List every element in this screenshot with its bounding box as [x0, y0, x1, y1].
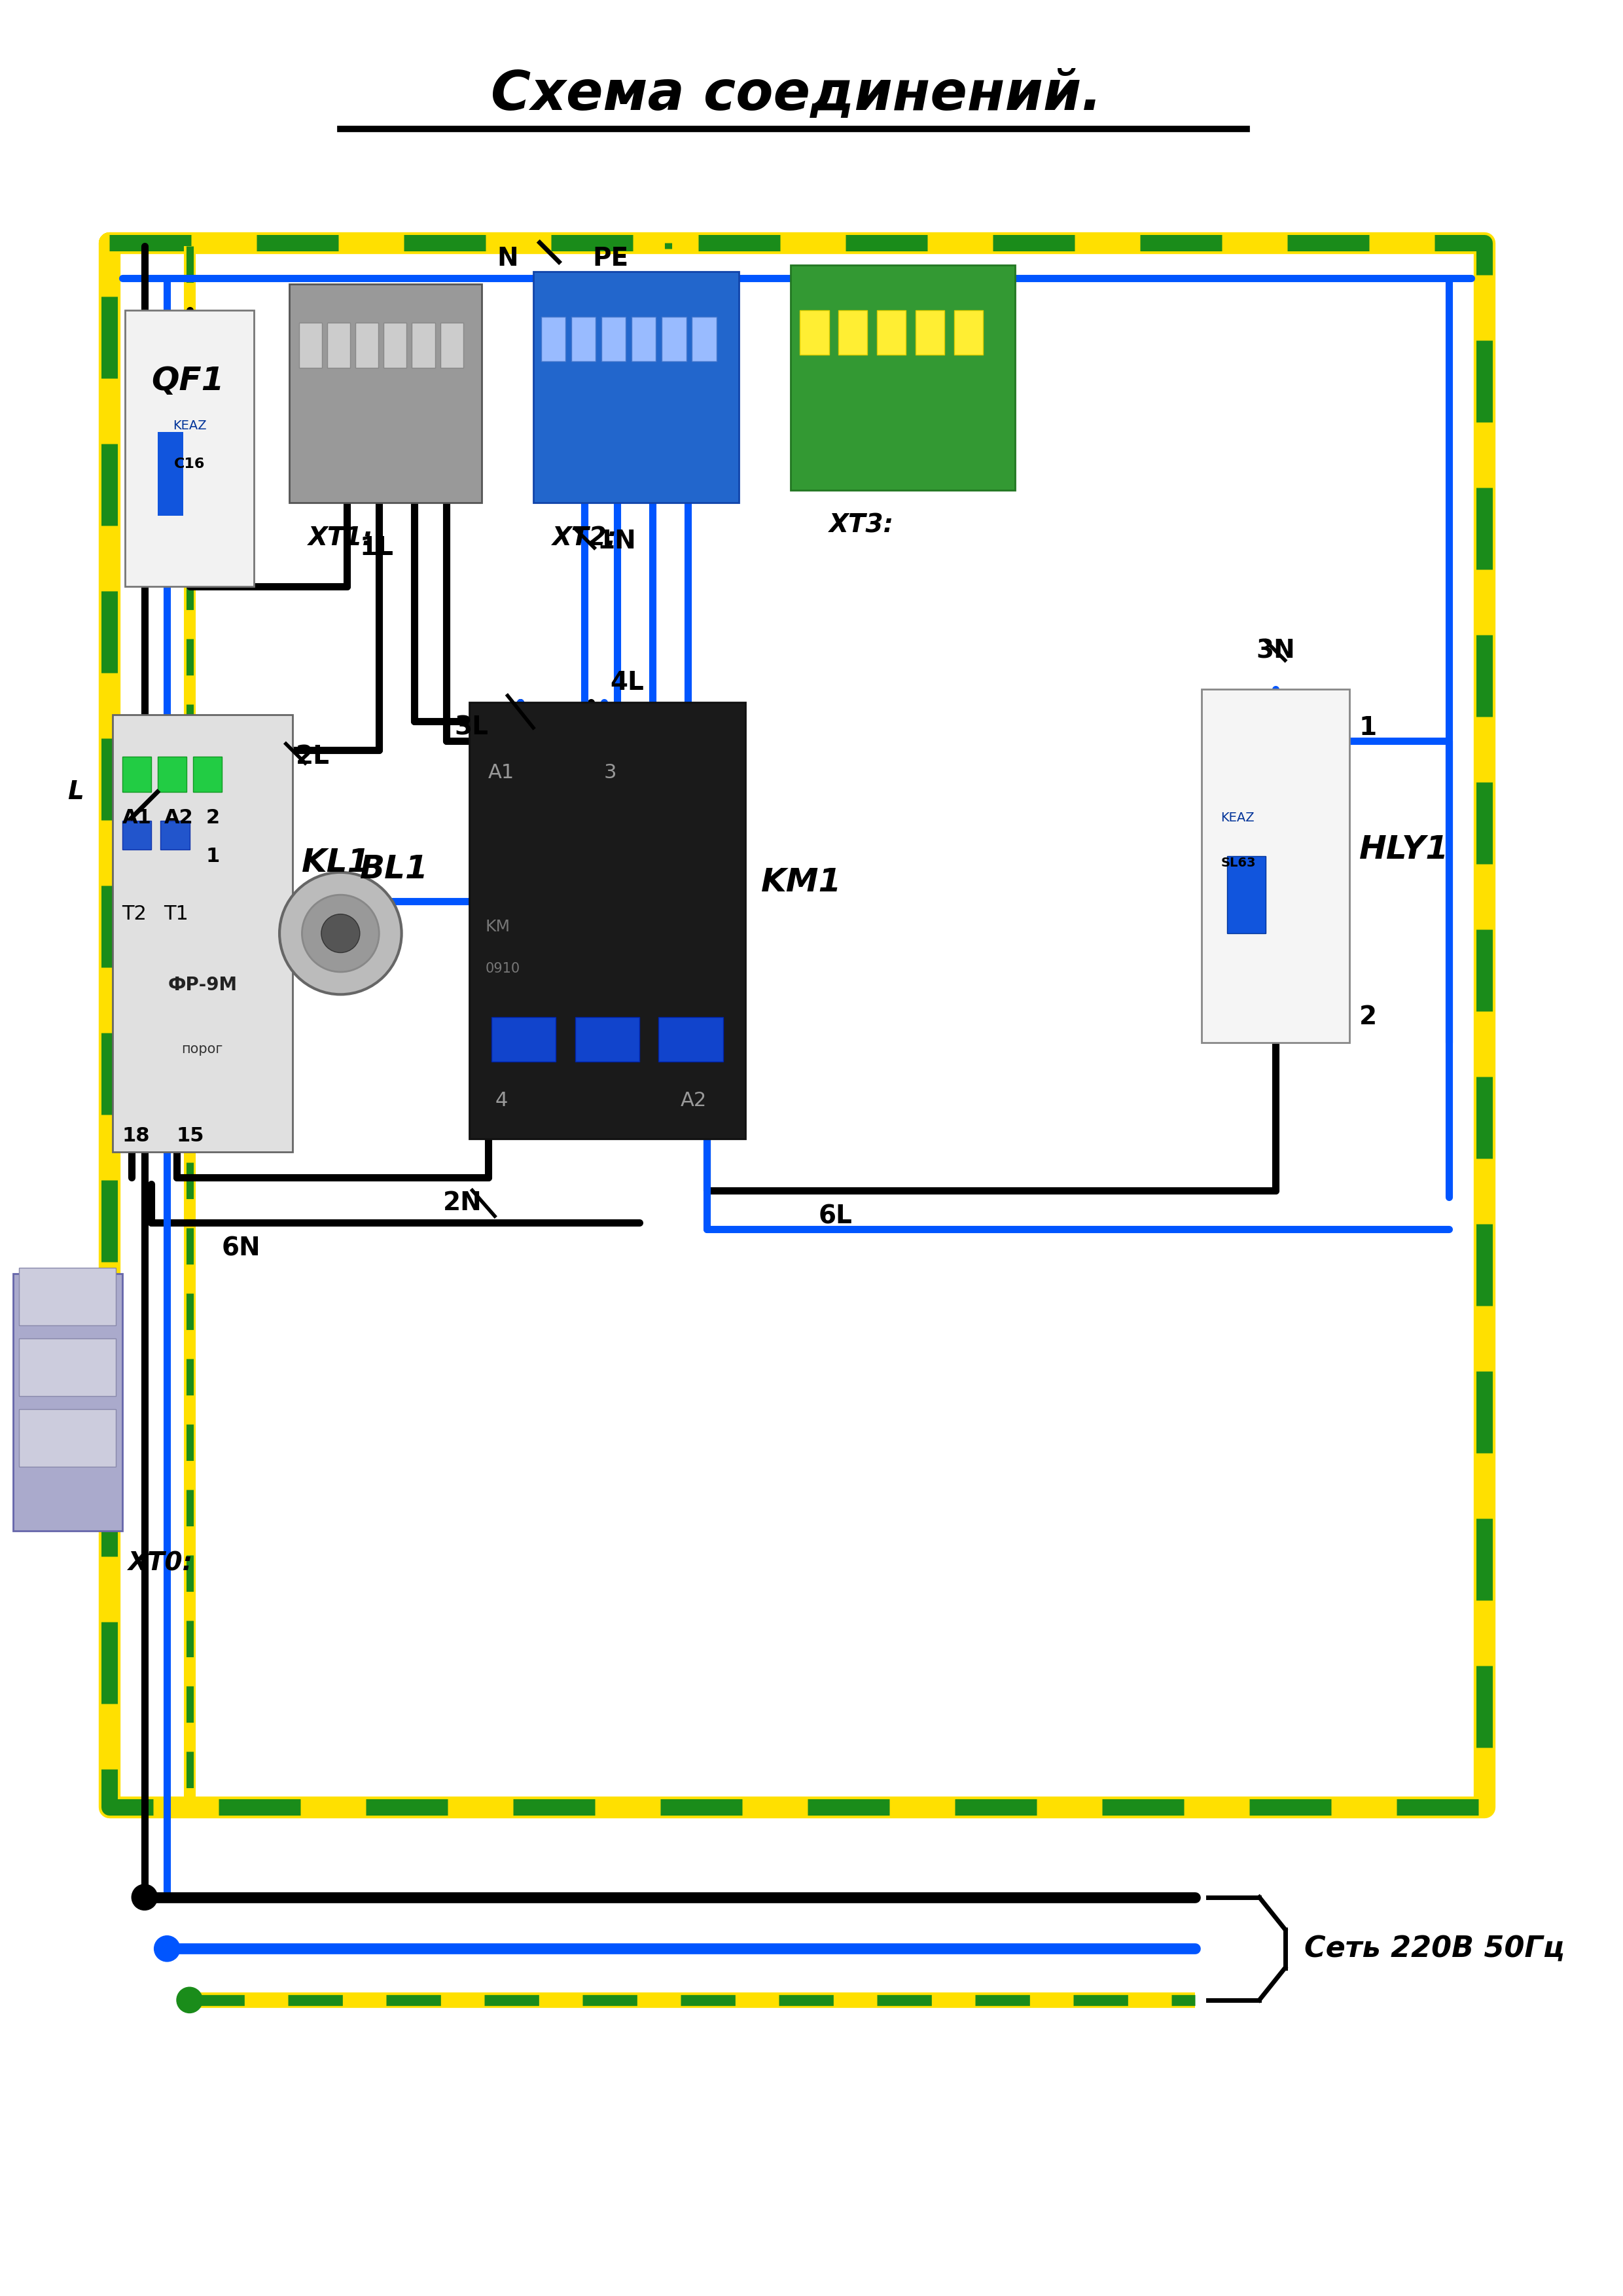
Text: 2: 2	[1358, 1003, 1376, 1029]
Bar	[19, 1339, 115, 1396]
Text: L: L	[67, 781, 83, 804]
Bar	[355, 324, 378, 367]
Text: XT0:: XT0:	[128, 1550, 193, 1575]
Text: 1L: 1L	[360, 535, 394, 560]
Bar	[571, 317, 596, 360]
Bar	[122, 758, 151, 792]
Text: T2: T2	[122, 905, 146, 923]
Bar	[659, 1017, 722, 1061]
Bar	[876, 310, 906, 356]
Text: 1: 1	[1358, 716, 1376, 739]
Circle shape	[177, 1988, 203, 2014]
Text: A1: A1	[122, 808, 151, 827]
Bar	[161, 822, 190, 850]
Text: 0910: 0910	[485, 962, 519, 976]
Bar	[412, 324, 435, 367]
Text: 4L: 4L	[610, 670, 644, 696]
Text: 6L: 6L	[818, 1203, 852, 1228]
Text: A2: A2	[680, 1091, 708, 1109]
Bar	[954, 310, 984, 356]
Text: KL1: KL1	[302, 847, 372, 879]
Bar	[383, 324, 407, 367]
Bar	[19, 1410, 115, 1467]
Bar	[122, 822, 151, 850]
Text: KM1: KM1	[761, 866, 842, 898]
Bar	[602, 317, 626, 360]
Text: SL63: SL63	[1220, 856, 1256, 868]
Bar	[157, 432, 183, 517]
Text: 2N: 2N	[443, 1192, 482, 1215]
Text: 6N: 6N	[221, 1235, 260, 1261]
Text: Сеть 220В 50Гц: Сеть 220В 50Гц	[1305, 1936, 1565, 1963]
Bar	[492, 1017, 555, 1061]
Circle shape	[279, 872, 401, 994]
Bar	[534, 271, 738, 503]
Text: ФР-9М: ФР-9М	[167, 976, 237, 994]
Bar	[13, 1274, 122, 1531]
Bar	[440, 324, 463, 367]
Text: HLY1: HLY1	[1358, 833, 1449, 866]
Text: 3N: 3N	[1256, 638, 1295, 664]
Text: 1: 1	[206, 847, 219, 866]
Bar	[691, 317, 716, 360]
Bar	[19, 1267, 115, 1325]
Text: QF1: QF1	[151, 365, 224, 397]
Text: A1: A1	[489, 762, 514, 783]
Bar	[328, 324, 351, 367]
Circle shape	[154, 1936, 180, 1961]
Text: 15: 15	[177, 1127, 204, 1146]
Bar	[915, 310, 945, 356]
Bar	[575, 1017, 639, 1061]
Bar	[125, 310, 253, 585]
Bar	[540, 317, 565, 360]
Text: Схема соединений.: Схема соединений.	[492, 69, 1102, 122]
Bar	[299, 324, 321, 367]
Bar	[662, 317, 687, 360]
Bar	[839, 310, 867, 356]
Text: 3: 3	[604, 762, 617, 783]
Text: XT2:: XT2:	[552, 526, 617, 551]
Bar	[112, 714, 292, 1153]
Circle shape	[131, 1885, 157, 1910]
Text: XT1:: XT1:	[308, 526, 373, 551]
Circle shape	[302, 895, 380, 971]
Text: 1N: 1N	[597, 528, 636, 553]
Text: KEAZ: KEAZ	[1220, 810, 1255, 824]
Text: KEAZ: KEAZ	[172, 420, 206, 432]
Text: XT3:: XT3:	[829, 512, 894, 537]
Text: N: N	[497, 246, 518, 271]
Text: PE: PE	[592, 246, 628, 271]
Bar	[800, 310, 829, 356]
Bar	[469, 703, 745, 1139]
Text: BL1: BL1	[360, 854, 428, 884]
Text: 3L: 3L	[454, 716, 489, 739]
Text: 2L: 2L	[295, 744, 329, 769]
Text: 2: 2	[206, 808, 219, 827]
Circle shape	[321, 914, 360, 953]
Bar	[1201, 689, 1349, 1042]
Bar	[193, 758, 222, 792]
Bar	[289, 285, 482, 503]
Bar	[631, 317, 656, 360]
Bar	[790, 264, 1014, 489]
Text: A2: A2	[164, 808, 193, 827]
Bar	[157, 758, 187, 792]
Bar	[1227, 856, 1266, 934]
Text: 4: 4	[495, 1091, 508, 1109]
Text: порог: порог	[182, 1042, 222, 1056]
Text: T1: T1	[164, 905, 188, 923]
Text: C16: C16	[174, 457, 204, 471]
Text: 18: 18	[122, 1127, 149, 1146]
Text: KM: KM	[485, 918, 510, 934]
